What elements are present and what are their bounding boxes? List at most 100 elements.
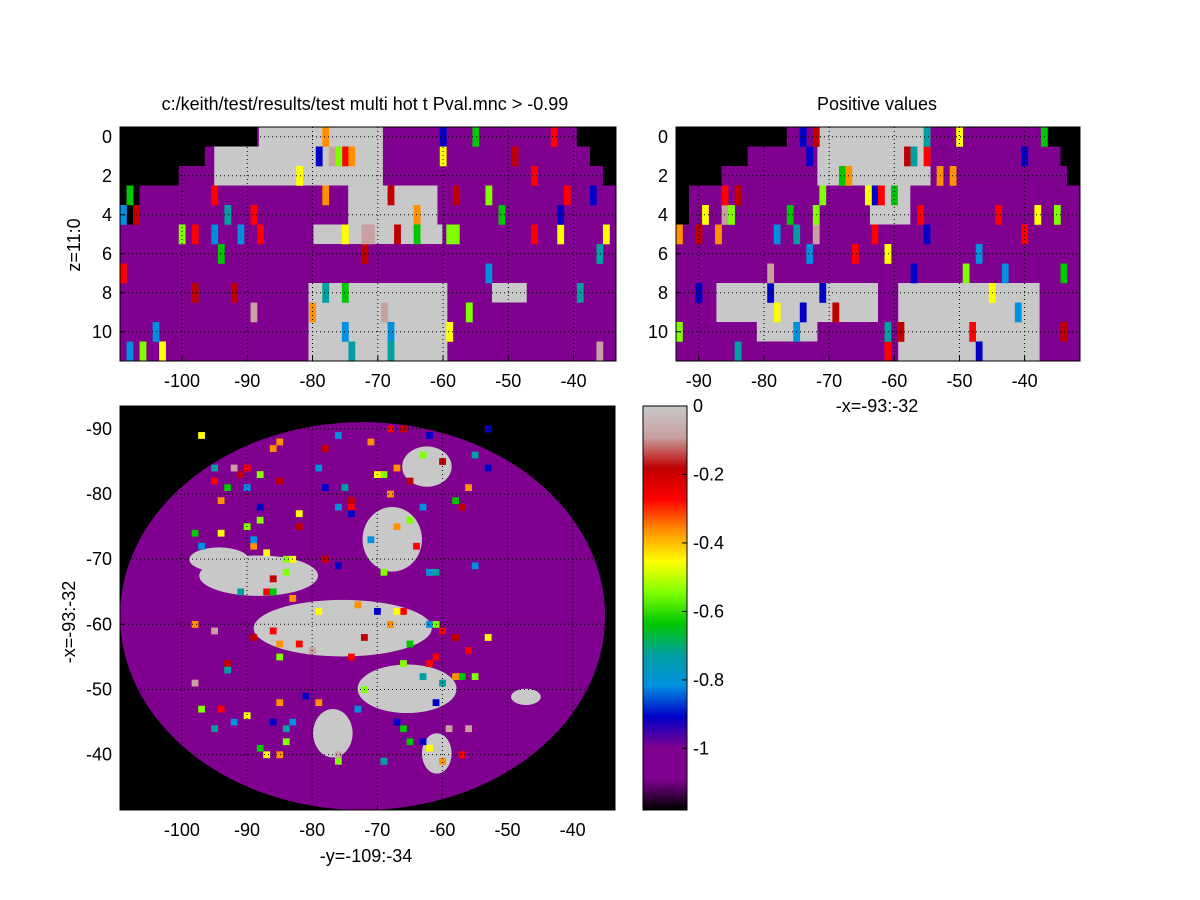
voxel [237, 224, 245, 245]
x-tick-label: -70 [816, 371, 842, 391]
voxel [484, 634, 492, 641]
panel-axial-xlabel: -y=-109:-34 [320, 846, 413, 866]
x-tick-label: -100 [164, 820, 200, 840]
voxel [263, 549, 271, 557]
voxel [334, 562, 342, 570]
voxel [256, 744, 264, 752]
voxel [230, 283, 238, 303]
voxel [296, 166, 304, 186]
y-tick-label: -70 [86, 549, 112, 569]
voxel [511, 146, 519, 167]
voxel [439, 757, 446, 765]
voxel [773, 302, 781, 323]
colorbar-tick-label: -0.8 [693, 670, 724, 690]
voxel [295, 523, 303, 531]
y-tick-label: 6 [102, 244, 112, 264]
voxel [341, 322, 349, 342]
voxel [426, 660, 433, 667]
voxel [334, 503, 342, 511]
y-tick-label: -60 [86, 614, 112, 634]
panel-z: c:/keith/test/results/test multi hot t P… [64, 94, 617, 391]
voxel [871, 185, 879, 206]
blob [308, 283, 448, 361]
voxel [354, 601, 362, 609]
x-tick-label: -60 [429, 820, 455, 840]
colorbar-gradient [642, 405, 688, 811]
x-tick-label: -50 [495, 820, 521, 840]
voxel [334, 432, 342, 439]
voxel [289, 594, 297, 602]
voxel [256, 503, 264, 511]
voxel [269, 588, 277, 596]
voxel [126, 185, 134, 206]
voxel [250, 205, 258, 225]
voxel [217, 529, 225, 537]
brain-row [676, 263, 1080, 284]
voxel [446, 224, 454, 245]
x-tick-label: -40 [1012, 371, 1038, 391]
y-tick-label: 8 [658, 283, 668, 303]
voxel [269, 445, 277, 452]
voxel [485, 263, 493, 284]
voxel [224, 484, 232, 492]
voxel [406, 738, 414, 746]
voxel [178, 224, 186, 245]
voxel [282, 738, 290, 746]
voxel [557, 224, 565, 245]
voxel [381, 302, 388, 323]
panel-axial-ylabel: -x=-93:-32 [59, 581, 79, 664]
voxel [871, 224, 879, 245]
voxel [380, 568, 388, 576]
y-tick-label: 10 [648, 322, 668, 342]
voxel [282, 725, 290, 733]
voxel [439, 679, 446, 687]
voxel [256, 471, 264, 478]
voxel [334, 757, 342, 765]
voxel [387, 322, 395, 342]
blob [716, 283, 878, 322]
voxel [347, 510, 355, 518]
voxel [282, 568, 290, 576]
voxel [159, 341, 166, 362]
voxel [721, 205, 729, 225]
voxel [328, 146, 336, 167]
voxel [426, 621, 433, 628]
brain-row [120, 263, 616, 284]
voxel [851, 244, 859, 264]
voxel [773, 224, 781, 245]
voxel [237, 588, 245, 596]
voxel [432, 568, 440, 576]
voxel [589, 185, 597, 206]
voxel [198, 542, 205, 550]
voxel [257, 224, 264, 245]
y-tick-label: -50 [86, 679, 112, 699]
voxel [1021, 146, 1029, 167]
x-tick-label: -80 [299, 820, 325, 840]
colorbar-tick-label: 0 [693, 396, 703, 416]
x-tick-label: -40 [561, 371, 587, 391]
voxel [367, 536, 375, 544]
voxel [211, 464, 218, 472]
voxel [276, 438, 284, 446]
voxel [315, 464, 323, 472]
voxel [400, 608, 407, 615]
voxel [602, 224, 610, 245]
voxel [812, 224, 820, 245]
voxel [884, 322, 892, 342]
voxel [721, 185, 729, 206]
voxel [309, 302, 317, 323]
plot-frame [675, 126, 1081, 362]
voxel [263, 751, 271, 759]
voxel [393, 464, 401, 472]
voxel [419, 503, 427, 511]
y-tick-label: 10 [92, 322, 112, 342]
voxel [243, 712, 251, 720]
voxel [295, 640, 303, 648]
voxel [471, 673, 479, 680]
voxel [884, 341, 892, 362]
voxel [211, 477, 218, 485]
x-tick-label: -40 [560, 820, 586, 840]
voxel [471, 451, 479, 459]
blob [313, 709, 353, 758]
voxel [413, 224, 421, 245]
